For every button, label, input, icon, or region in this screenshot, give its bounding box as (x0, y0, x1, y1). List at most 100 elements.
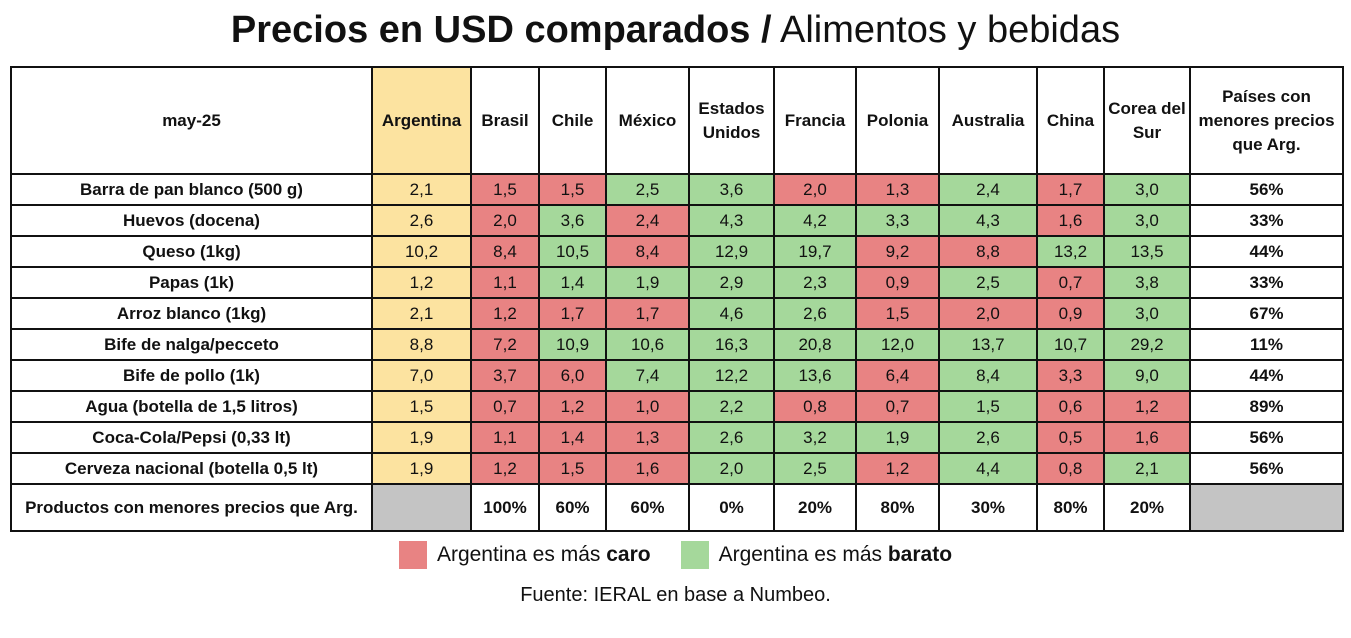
price-cell: 2,1 (371, 297, 472, 330)
column-header: México (605, 66, 690, 175)
price-cell: 1,2 (470, 452, 540, 485)
price-cell: 0,7 (855, 390, 940, 423)
price-cell: 1,4 (538, 266, 607, 299)
price-cell: 1,3 (605, 421, 690, 454)
price-cell: 4,3 (938, 204, 1038, 237)
price-cell: 0,5 (1036, 421, 1105, 454)
table-row: Bife de pollo (1k) 7,0 3,7 6,0 7,4 12,2 13,6 6,… (10, 359, 1344, 392)
price-cell: 2,1 (371, 173, 472, 206)
row-label: Bife de nalga/pecceto (10, 328, 373, 361)
footer-cell: 100% (470, 483, 540, 532)
price-cell: 0,8 (1036, 452, 1105, 485)
price-cell: 1,2 (538, 390, 607, 423)
price-cell: 13,2 (1036, 235, 1105, 268)
price-cell: 0,7 (1036, 266, 1105, 299)
price-cell: 7,4 (605, 359, 690, 392)
footer-cell: 20% (1103, 483, 1191, 532)
price-cell: 1,5 (938, 390, 1038, 423)
price-cell: 8,4 (938, 359, 1038, 392)
price-cell: 1,2 (470, 297, 540, 330)
price-cell: 8,4 (470, 235, 540, 268)
price-cell: 3,0 (1103, 204, 1191, 237)
share-cell: 56% (1189, 421, 1344, 454)
legend-barato-text: Argentina es más barato (718, 543, 953, 566)
footer-empty-cell (1189, 483, 1344, 532)
price-cell: 2,6 (371, 204, 472, 237)
price-cell: 3,0 (1103, 297, 1191, 330)
table-row: Barra de pan blanco (500 g) 2,1 1,5 1,5 2,5 3… (10, 173, 1344, 206)
price-cell: 3,2 (773, 421, 857, 454)
red-swatch (398, 541, 427, 569)
price-cell: 10,2 (371, 235, 472, 268)
footer-cell: 80% (1036, 483, 1105, 532)
price-cell: 12,2 (688, 359, 775, 392)
price-cell: 6,0 (538, 359, 607, 392)
price-cell: 10,5 (538, 235, 607, 268)
title-bold: Precios en USD comparados / (230, 9, 772, 51)
table-row: Arroz blanco (1kg) 2,1 1,2 1,7 1,7 4,6 2,6 1,5 2… (10, 297, 1344, 330)
column-header: Brasil (470, 66, 540, 175)
share-header: Países con menores precios que Arg. (1189, 66, 1344, 175)
price-table: may-25 Argentina Brasil Chile México Estados … (10, 66, 1344, 532)
price-cell: 2,0 (470, 204, 540, 237)
price-cell: 1,5 (470, 173, 540, 206)
price-cell: 2,5 (605, 173, 690, 206)
price-cell: 1,4 (538, 421, 607, 454)
price-cell: 10,6 (605, 328, 690, 361)
footer-cell: 60% (538, 483, 607, 532)
price-cell: 1,9 (855, 421, 940, 454)
table-row: Bife de nalga/pecceto 8,8 7,2 10,9 10,6 16,3 2… (10, 328, 1344, 361)
price-cell: 1,7 (1036, 173, 1105, 206)
footer-cell: 20% (773, 483, 857, 532)
price-cell: 3,8 (1103, 266, 1191, 299)
price-cell: 1,1 (470, 421, 540, 454)
price-cell: 4,4 (938, 452, 1038, 485)
green-swatch (680, 541, 709, 569)
price-cell: 13,5 (1103, 235, 1191, 268)
price-cell: 2,5 (773, 452, 857, 485)
price-cell: 20,8 (773, 328, 857, 361)
price-cell: 1,7 (538, 297, 607, 330)
price-cell: 1,5 (538, 452, 607, 485)
price-cell: 1,7 (605, 297, 690, 330)
row-label: Arroz blanco (1kg) (10, 297, 373, 330)
footer-cell: 30% (938, 483, 1038, 532)
price-cell: 2,6 (688, 421, 775, 454)
price-cell: 1,9 (605, 266, 690, 299)
column-header: Francia (773, 66, 857, 175)
share-cell: 44% (1189, 359, 1344, 392)
price-cell: 1,5 (855, 297, 940, 330)
price-cell: 10,9 (538, 328, 607, 361)
price-cell: 1,6 (605, 452, 690, 485)
table-row: Queso (1kg) 10,2 8,4 10,5 8,4 12,9 19,7 9,2 8,8 1… (10, 235, 1344, 268)
legend-caro: Argentina es más caro (398, 541, 651, 569)
share-cell: 89% (1189, 390, 1344, 423)
price-cell: 1,9 (371, 452, 472, 485)
footer-cell (371, 483, 472, 532)
corner-header: may-25 (10, 66, 373, 175)
column-header: Polonia (855, 66, 940, 175)
price-cell: 1,2 (1103, 390, 1191, 423)
share-cell: 67% (1189, 297, 1344, 330)
row-label: Coca-Cola/Pepsi (0,33 lt) (10, 421, 373, 454)
source-note: Fuente: IERAL en base a Numbeo. (520, 584, 831, 606)
table-row: Coca-Cola/Pepsi (0,33 lt) 1,9 1,1 1,4 1,3 2,6… (10, 421, 1344, 454)
column-header: Chile (538, 66, 607, 175)
table-row: Agua (botella de 1,5 litros) 1,5 0,7 1,2 1,0… (10, 390, 1344, 423)
price-cell: 2,5 (938, 266, 1038, 299)
share-cell: 33% (1189, 266, 1344, 299)
price-cell: 2,9 (688, 266, 775, 299)
price-cell: 4,2 (773, 204, 857, 237)
price-cell: 12,9 (688, 235, 775, 268)
legend-barato: Argentina es más barato (680, 541, 953, 569)
price-cell: 3,3 (1036, 359, 1105, 392)
price-cell: 3,7 (470, 359, 540, 392)
price-cell: 3,3 (855, 204, 940, 237)
share-cell: 33% (1189, 204, 1344, 237)
price-cell: 3,6 (538, 204, 607, 237)
price-cell: 4,6 (688, 297, 775, 330)
footer-row: Productos con menores precios que Arg. 10… (10, 483, 1344, 532)
column-header: Corea del Sur (1103, 66, 1191, 175)
price-cell: 9,2 (855, 235, 940, 268)
price-cell: 7,2 (470, 328, 540, 361)
